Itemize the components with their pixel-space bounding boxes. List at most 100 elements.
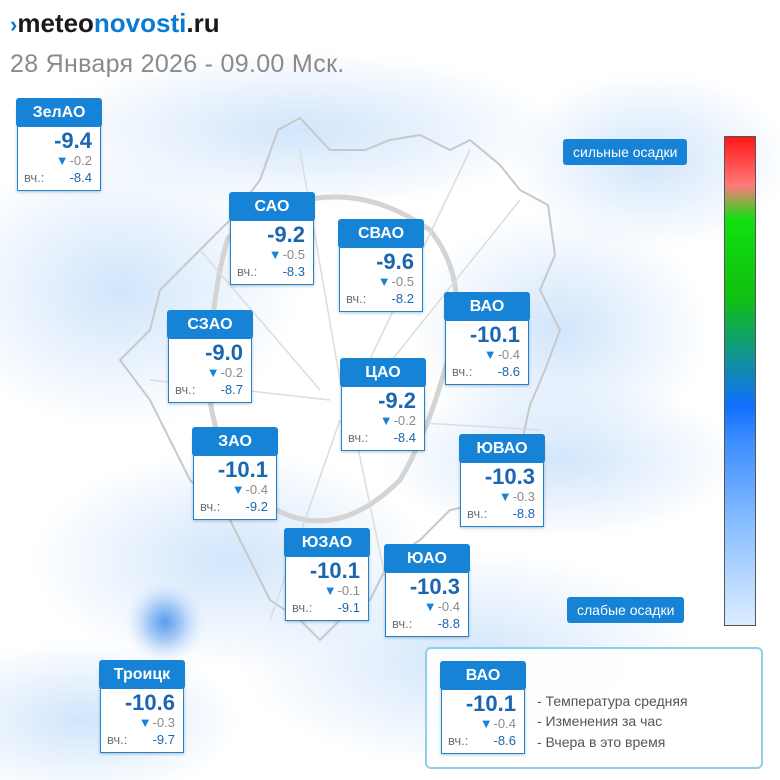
district-name: СЗАО <box>167 310 253 339</box>
district-delta: ▼-0.5 <box>231 248 313 262</box>
district-name: ВАО <box>440 661 526 690</box>
district-name: Троицк <box>99 660 185 689</box>
yesterday-value: -8.8 <box>437 616 460 631</box>
district-card-zao: ЗАО -10.1 ▼-0.4 вч.: -9.2 <box>192 427 278 520</box>
delta-value: -0.4 <box>437 599 460 614</box>
district-yesterday: вч.: -8.7 <box>169 380 251 402</box>
district-yesterday: вч.: -8.2 <box>340 289 422 311</box>
district-temp: -9.4 <box>54 128 92 153</box>
yesterday-label: вч.: <box>467 506 488 521</box>
district-name: ЗелАО <box>16 98 102 127</box>
triangle-down-icon: ▼ <box>379 413 393 428</box>
district-yesterday: вч.: -8.8 <box>461 504 543 526</box>
legend-box: ВАО -10.1 ▼-0.4 вч.: -8.6 - Температура с… <box>425 647 763 769</box>
scale-label-light: слабые осадки <box>567 597 685 623</box>
triangle-down-icon: ▼ <box>498 489 512 504</box>
triangle-down-icon: ▼ <box>138 715 152 730</box>
logo-part-domain: .ru <box>186 8 220 38</box>
district-yesterday: вч.: -9.7 <box>101 730 183 752</box>
yesterday-label: вч.: <box>346 291 367 306</box>
logo-part-meteo: meteo <box>17 8 94 38</box>
district-card-yuzao: ЮЗАО -10.1 ▼-0.1 вч.: -9.1 <box>284 528 370 621</box>
triangle-down-icon: ▼ <box>483 347 497 362</box>
district-card-szao: СЗАО -9.0 ▼-0.2 вч.: -8.7 <box>167 310 253 403</box>
delta-value: -0.4 <box>497 347 520 362</box>
yesterday-label: вч.: <box>107 732 128 747</box>
district-yesterday: вч.: -8.6 <box>446 362 528 384</box>
delta-value: -0.3 <box>512 489 535 504</box>
district-yesterday: вч.: -8.6 <box>442 731 524 753</box>
yesterday-value: -8.8 <box>512 506 535 521</box>
legend-desc-temp: - Температура средняя <box>537 693 688 709</box>
yesterday-label: вч.: <box>448 733 469 748</box>
triangle-down-icon: ▼ <box>323 583 337 598</box>
yesterday-value: -8.3 <box>282 264 305 279</box>
district-temp: -9.6 <box>376 249 414 274</box>
triangle-down-icon: ▼ <box>479 716 493 731</box>
district-yesterday: вч.: -8.4 <box>18 168 100 190</box>
delta-value: -0.4 <box>493 716 516 731</box>
yesterday-value: -9.2 <box>245 499 268 514</box>
site-logo[interactable]: ›meteonovosti.ru <box>10 6 220 42</box>
yesterday-value: -9.7 <box>152 732 175 747</box>
yesterday-label: вч.: <box>24 170 45 185</box>
district-delta: ▼-0.1 <box>286 584 368 598</box>
district-temp: -9.0 <box>205 340 243 365</box>
delta-value: -0.4 <box>245 482 268 497</box>
logo-mark: › <box>10 12 18 37</box>
district-yesterday: вч.: -9.2 <box>194 497 276 519</box>
district-name: САО <box>229 192 315 221</box>
district-yesterday: вч.: -8.8 <box>386 614 468 636</box>
yesterday-value: -8.2 <box>391 291 414 306</box>
district-temp: -10.1 <box>309 558 360 583</box>
precipitation-scale-bar <box>724 136 756 626</box>
legend-sample-card: ВАО -10.1 ▼-0.4 вч.: -8.6 <box>440 661 526 754</box>
yesterday-label: вч.: <box>292 600 313 615</box>
logo-part-novosti: novosti <box>93 8 187 38</box>
district-delta: ▼-0.2 <box>169 366 251 380</box>
district-yesterday: вч.: -8.4 <box>342 428 424 450</box>
yesterday-label: вч.: <box>237 264 258 279</box>
district-delta: ▼-0.2 <box>342 414 424 428</box>
yesterday-value: -9.1 <box>337 600 360 615</box>
district-card-troitsk: Троицк -10.6 ▼-0.3 вч.: -9.7 <box>99 660 185 753</box>
district-temp: -10.3 <box>409 574 460 599</box>
yesterday-label: вч.: <box>452 364 473 379</box>
yesterday-value: -8.4 <box>393 430 416 445</box>
district-delta: ▼-0.3 <box>101 716 183 730</box>
delta-value: -0.5 <box>391 274 414 289</box>
yesterday-label: вч.: <box>348 430 369 445</box>
yesterday-label: вч.: <box>392 616 413 631</box>
district-card-sao: САО -9.2 ▼-0.5 вч.: -8.3 <box>229 192 315 285</box>
district-name: ЮВАО <box>459 434 545 463</box>
district-temp: -9.2 <box>267 222 305 247</box>
district-delta: ▼-0.4 <box>442 717 524 731</box>
delta-value: -0.1 <box>337 583 360 598</box>
district-delta: ▼-0.4 <box>386 600 468 614</box>
delta-value: -0.2 <box>220 365 243 380</box>
triangle-down-icon: ▼ <box>377 274 391 289</box>
yesterday-value: -8.7 <box>220 382 243 397</box>
district-delta: ▼-0.3 <box>461 490 543 504</box>
district-name: ЗАО <box>192 427 278 456</box>
triangle-down-icon: ▼ <box>231 482 245 497</box>
district-name: ЮЗАО <box>284 528 370 557</box>
district-name: ЦАО <box>340 358 426 387</box>
district-card-svao: СВАО -9.6 ▼-0.5 вч.: -8.2 <box>338 219 424 312</box>
district-card-zelao: ЗелАО -9.4 ▼-0.2 вч.: -8.4 <box>16 98 102 191</box>
delta-value: -0.2 <box>69 153 92 168</box>
district-card-yuvao: ЮВАО -10.3 ▼-0.3 вч.: -8.8 <box>459 434 545 527</box>
delta-value: -0.2 <box>393 413 416 428</box>
district-name: ВАО <box>444 292 530 321</box>
district-delta: ▼-0.5 <box>340 275 422 289</box>
yesterday-label: вч.: <box>175 382 196 397</box>
triangle-down-icon: ▼ <box>423 599 437 614</box>
triangle-down-icon: ▼ <box>268 247 282 262</box>
district-temp: -10.3 <box>484 464 535 489</box>
district-name: СВАО <box>338 219 424 248</box>
district-yesterday: вч.: -9.1 <box>286 598 368 620</box>
district-card-vao: ВАО -10.1 ▼-0.4 вч.: -8.6 <box>444 292 530 385</box>
triangle-down-icon: ▼ <box>206 365 220 380</box>
district-temp: -10.1 <box>217 457 268 482</box>
yesterday-value: -8.6 <box>493 733 516 748</box>
